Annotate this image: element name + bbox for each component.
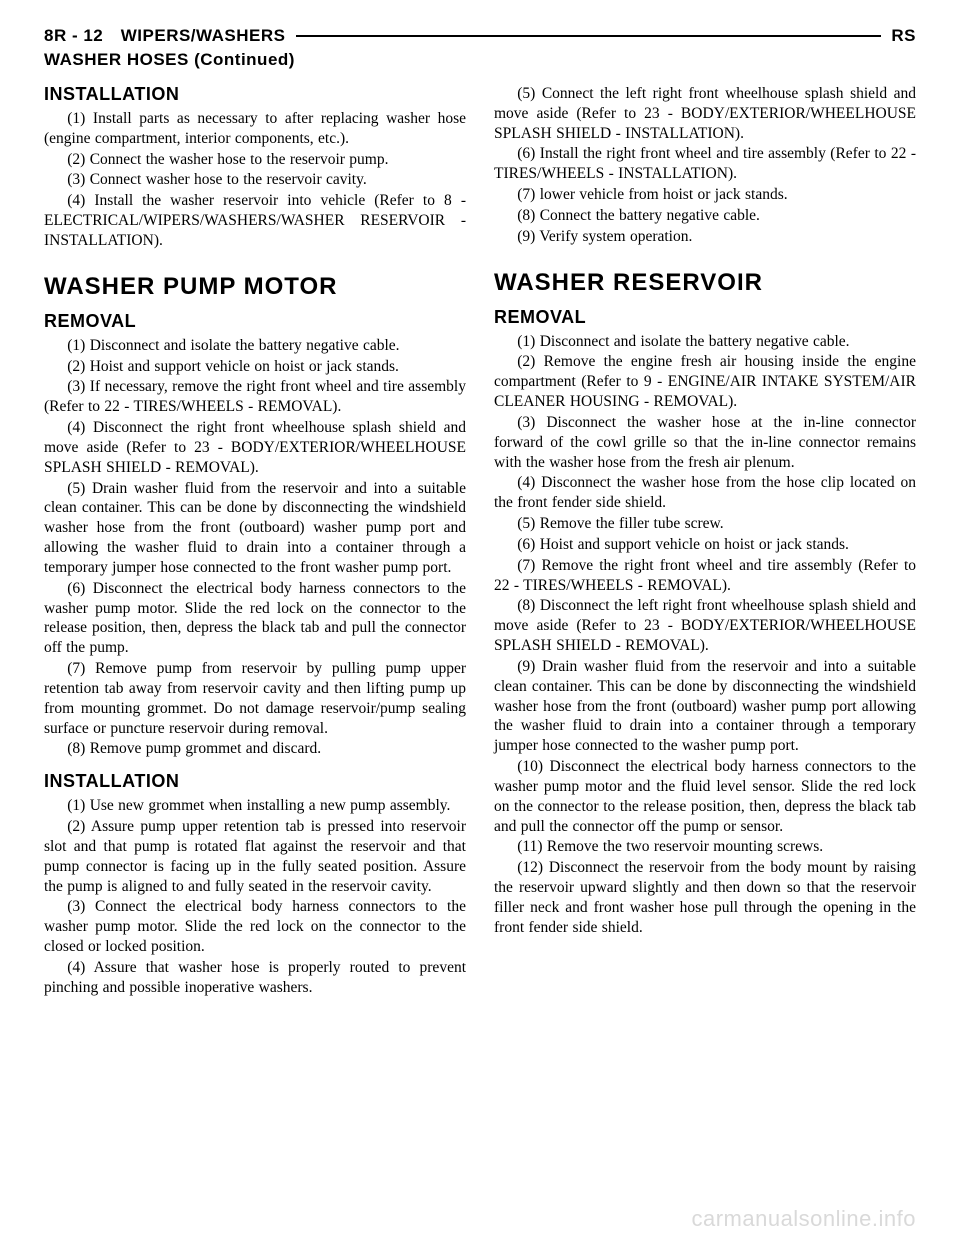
step: (8) Connect the battery negative cable. <box>494 206 916 226</box>
step: (2) Hoist and support vehicle on hoist o… <box>44 357 466 377</box>
step: (7) lower vehicle from hoist or jack sta… <box>494 185 916 205</box>
step: (4) Install the washer reservoir into ve… <box>44 191 466 250</box>
step: (12) Disconnect the reservoir from the b… <box>494 858 916 937</box>
watermark: carmanualsonline.info <box>691 1206 916 1232</box>
step: (3) Connect washer hose to the reservoir… <box>44 170 466 190</box>
step: (3) If necessary, remove the right front… <box>44 377 466 417</box>
step: (11) Remove the two reservoir mounting s… <box>494 837 916 857</box>
content-columns: INSTALLATION (1) Install parts as necess… <box>44 84 916 1204</box>
step: (10) Disconnect the electrical body harn… <box>494 757 916 836</box>
step: (7) Remove pump from reservoir by pullin… <box>44 659 466 738</box>
step: (9) Verify system operation. <box>494 227 916 247</box>
pump-installation-heading: INSTALLATION <box>44 771 466 792</box>
step: (3) Connect the electrical body harness … <box>44 897 466 956</box>
header-rule <box>296 35 882 37</box>
header-right: RS <box>891 26 916 46</box>
step: (4) Disconnect the washer hose from the … <box>494 473 916 513</box>
step: (7) Remove the right front wheel and tir… <box>494 556 916 596</box>
step: (1) Disconnect and isolate the battery n… <box>44 336 466 356</box>
step: (6) Install the right front wheel and ti… <box>494 144 916 184</box>
step: (2) Connect the washer hose to the reser… <box>44 150 466 170</box>
step: (2) Remove the engine fresh air housing … <box>494 352 916 411</box>
step: (6) Hoist and support vehicle on hoist o… <box>494 535 916 555</box>
step: (2) Assure pump upper retention tab is p… <box>44 817 466 896</box>
hoses-installation-heading: INSTALLATION <box>44 84 466 105</box>
step: (4) Assure that washer hose is properly … <box>44 958 466 998</box>
step: (5) Connect the left right front wheelho… <box>494 84 916 143</box>
step: (1) Use new grommet when installing a ne… <box>44 796 466 816</box>
header-left: 8R - 12 WIPERS/WASHERS <box>44 26 286 46</box>
reservoir-removal-heading: REMOVAL <box>494 307 916 328</box>
step: (5) Remove the filler tube screw. <box>494 514 916 534</box>
step: (3) Disconnect the washer hose at the in… <box>494 413 916 472</box>
pump-removal-heading: REMOVAL <box>44 311 466 332</box>
step: (8) Remove pump grommet and discard. <box>44 739 466 759</box>
page: 8R - 12 WIPERS/WASHERS RS WASHER HOSES (… <box>0 0 960 1242</box>
step: (8) Disconnect the left right front whee… <box>494 596 916 655</box>
washer-pump-motor-heading: WASHER PUMP MOTOR <box>44 273 466 301</box>
step: (9) Drain washer fluid from the reservoi… <box>494 657 916 756</box>
step: (1) Install parts as necessary to after … <box>44 109 466 149</box>
step: (5) Drain washer fluid from the reservoi… <box>44 479 466 578</box>
header-continued: WASHER HOSES (Continued) <box>44 50 916 70</box>
step: (1) Disconnect and isolate the battery n… <box>494 332 916 352</box>
page-header: 8R - 12 WIPERS/WASHERS RS <box>44 26 916 46</box>
step: (4) Disconnect the right front wheelhous… <box>44 418 466 477</box>
washer-reservoir-heading: WASHER RESERVOIR <box>494 269 916 297</box>
step: (6) Disconnect the electrical body harne… <box>44 579 466 658</box>
